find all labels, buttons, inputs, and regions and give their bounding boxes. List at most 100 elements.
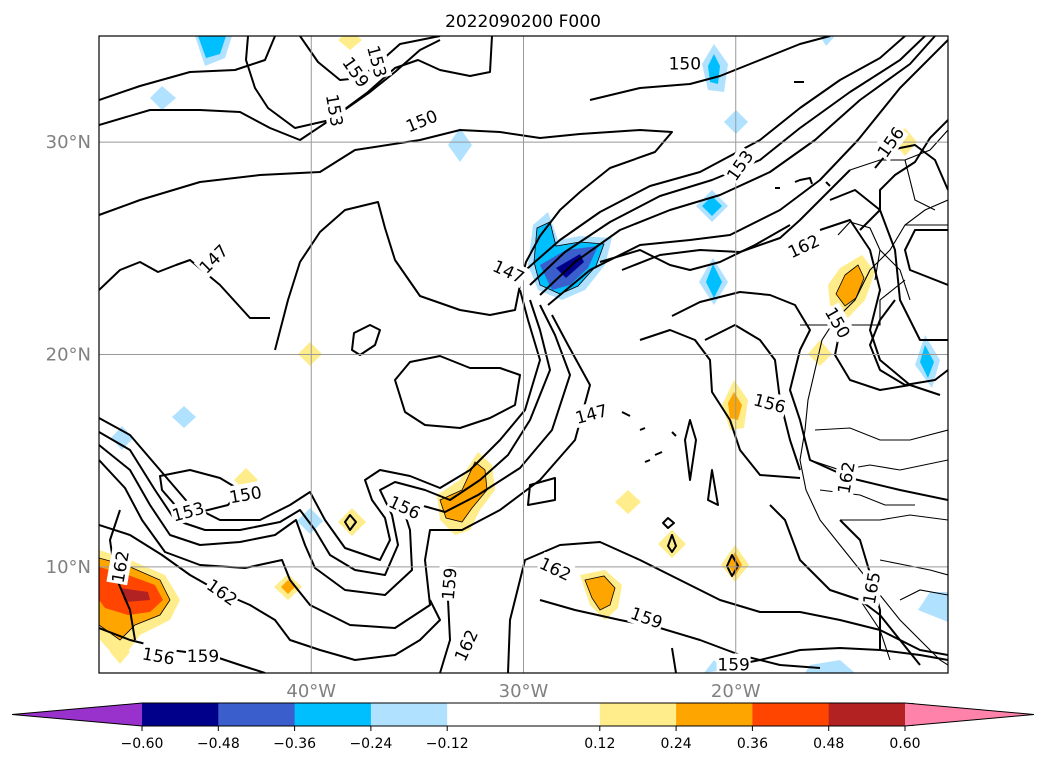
colorbar-tick-label: −0.24 [349,736,392,752]
contour-line [662,517,675,529]
contour-label-halo [139,642,178,669]
warm-patch-sw-core [120,588,150,602]
coastlines [799,129,948,666]
contour-label-group: 159 [716,653,751,673]
contour-label-halo [337,51,375,92]
colorbar-segment [676,703,762,726]
warm-patch-orange [585,576,615,610]
border [904,159,936,211]
shade-outlines [99,221,865,641]
contour-label-halo [572,398,611,429]
cool-patch-blue [198,36,226,58]
map-frame [98,35,949,674]
contour-line [775,177,831,189]
border [879,249,911,301]
contour-label-halo [449,625,483,666]
contour-label-halo [783,229,824,263]
contour-line [159,469,241,513]
colorbar-tick-label: −0.48 [197,736,240,752]
lat-tick-label: 30°N [46,132,91,153]
warm-patch-orange [836,265,864,306]
lon-tick-label: 30°W [499,681,549,702]
colorbar-segment [599,703,686,726]
contour-label-halo [750,388,789,418]
contour-label-halo [489,254,529,288]
colorbar-tick-label: 0.48 [813,736,844,752]
contour-line [769,504,921,666]
contour-line [589,36,831,101]
colorbar-segment [294,703,380,726]
cool-diamond [448,128,472,162]
contour-label-halo [627,601,667,634]
contour-line [621,169,851,271]
shade-outline [533,221,605,295]
colorbar-tick-label: 0.12 [584,736,615,752]
graticule [99,36,948,673]
contour-line [599,224,791,271]
shade-outline [584,575,616,611]
contour-label-halo [168,496,208,526]
cool-diamond [150,86,176,110]
cool-patch-blue [706,264,722,298]
contour-line [707,469,719,506]
colorbar-segment [447,703,533,726]
contour-line [99,524,441,661]
contour-line [439,599,451,673]
contour-line [671,647,677,673]
border [859,599,891,661]
warm-diamond [338,36,362,50]
contour-line [904,229,948,286]
contour-label-group: 156 [750,388,789,418]
cool-patch-blue [920,345,934,378]
contour-line [527,477,556,506]
contour-label-halo [186,645,221,667]
contour-line [829,189,948,341]
contour-line [834,329,911,391]
colorbar-tick-label: 0.36 [737,736,768,752]
shade-outline [99,557,171,641]
warm-diamond [658,530,686,558]
warm-diamond [110,640,130,664]
contour-label-halo [226,480,264,508]
contour-label-halo [193,239,233,279]
contour-line [621,411,677,463]
border [879,559,948,576]
longitude-ticks: 40°W 30°W 20°W [286,681,760,702]
latitude-ticks: 30°N 20°N 10°N [46,132,91,578]
colorbar-tick-label: 0.60 [889,736,920,752]
contour-line [719,647,948,669]
contour-label-halo [871,121,909,162]
chart-title: 2022090200 F000 [445,12,601,32]
colorbar-extend-low [12,703,142,726]
contour-label-halo [321,91,349,129]
colorbar-tick-label: −0.12 [426,736,469,752]
contour-label-group: 159 [186,645,221,667]
contour-label-halo [535,551,576,586]
contour-line [99,129,673,351]
contour-label-halo [721,145,758,186]
lat-tick-label: 20°N [46,345,91,366]
contour-label-halo [820,302,856,343]
border [814,427,948,441]
lon-tick-label: 20°W [711,681,761,702]
contour-line [704,324,801,471]
lat-tick-label: 10°N [46,557,91,578]
contour-line [245,36,493,129]
colorbar-tick-label: −0.36 [273,736,316,752]
contour-label-group: 159 [627,601,667,634]
contour-label-group: 150 [667,52,702,75]
contour-label-halo [667,52,702,74]
border [837,221,881,281]
warm-diamond [338,508,366,536]
colorbar-extend-high [905,703,1034,726]
contour-line [519,36,906,276]
contour-label-halo [106,548,134,586]
contour-line [344,514,357,531]
contour-line [539,599,821,669]
warm-patch-orange [728,392,742,420]
border [899,589,948,601]
cool-patch [805,660,855,673]
shade-outline [439,461,488,523]
lon-tick-label: 40°W [286,681,336,702]
cool-diamond [172,406,196,428]
